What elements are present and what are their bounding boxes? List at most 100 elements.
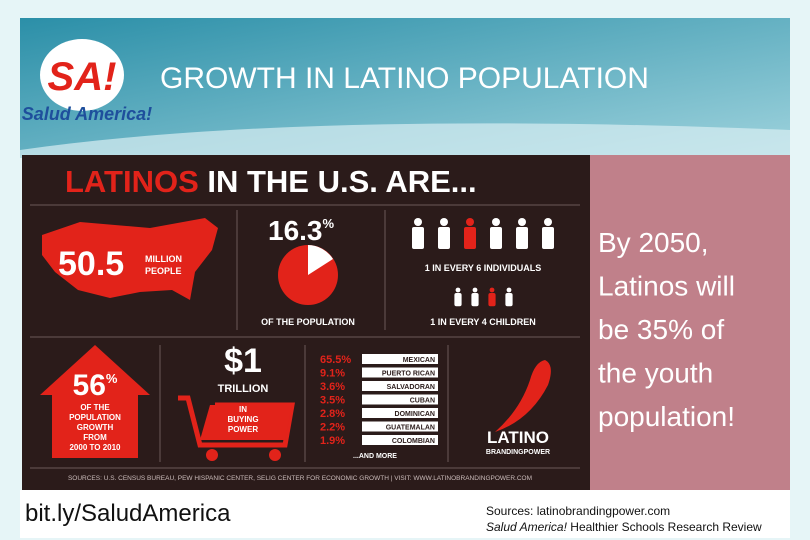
buying-value: $1 — [224, 342, 262, 380]
text-line: IN — [239, 405, 247, 414]
growth-unit: % — [106, 371, 118, 386]
text-line: FROM — [83, 433, 107, 442]
origin-percent: 9.1% — [320, 368, 345, 380]
person-head — [466, 218, 474, 226]
origin-bar — [362, 435, 438, 445]
cart-basket — [200, 405, 292, 440]
share-number: 16.3 — [268, 215, 323, 246]
growth-arrow — [40, 345, 150, 458]
us-map — [42, 218, 218, 300]
origin-percent: 2.8% — [320, 408, 345, 420]
population-unit: MILLION — [145, 254, 182, 264]
footer-band — [20, 490, 790, 538]
person-body — [471, 293, 479, 307]
person-body — [490, 227, 502, 249]
origin-bar — [362, 354, 438, 364]
origin-bar — [362, 381, 438, 391]
origin-percent: 2.2% — [320, 422, 345, 434]
origin-name: GUATEMALAN — [386, 425, 435, 432]
text-line: population! — [598, 401, 735, 432]
brand-sub: BRANDINGPOWER — [486, 449, 550, 456]
growth-value: 56% — [73, 369, 118, 402]
origin-name: MEXICAN — [403, 357, 435, 364]
infographic-sources: SOURCES: U.S. CENSUS BUREAU, PEW HISPANI… — [68, 475, 532, 482]
dividers — [30, 204, 580, 469]
logo-bg — [40, 39, 124, 111]
origin-percent: 3.6% — [320, 381, 345, 393]
person-body — [542, 227, 554, 249]
footer-review: Salud America! Healthier Schools Researc… — [486, 520, 762, 534]
person-head — [455, 287, 461, 293]
person-body — [516, 227, 528, 249]
person-head — [518, 218, 526, 226]
heading-rest: IN THE U.S. ARE... — [207, 164, 476, 199]
person-head — [489, 287, 495, 293]
person-head — [544, 218, 552, 226]
buying-unit: TRILLION — [218, 383, 269, 395]
origin-bar — [362, 367, 438, 378]
individuals-caption: 1 IN EVERY 6 INDIVIDUALS — [425, 263, 542, 273]
origin-percent: 1.9% — [320, 435, 345, 447]
text-line: be 35% of — [598, 314, 724, 345]
population-value: 50.5 — [58, 245, 124, 283]
text-line: POPULATION — [69, 413, 121, 422]
share-value: 16.3% — [268, 215, 335, 246]
person-head — [440, 218, 448, 226]
infographic-heading: LATINOS IN THE U.S. ARE... — [65, 164, 477, 199]
callout-text: By 2050, Latinos will be 35% of the youth po… — [598, 227, 735, 432]
origin-percent: 3.5% — [320, 395, 345, 407]
text-line: OF THE — [80, 403, 110, 412]
cart-wheel — [269, 449, 281, 461]
origin-name: CUBAN — [410, 398, 435, 405]
text-line: POWER — [228, 425, 258, 434]
children-caption: 1 IN EVERY 4 CHILDREN — [430, 317, 536, 327]
footer-sources: Sources: latinobrandingpower.com — [486, 504, 670, 518]
slide-title: GROWTH IN LATINO POPULATION — [160, 62, 649, 95]
origin-percent: 65.5% — [320, 354, 351, 366]
callout-panel — [590, 155, 790, 490]
person-head — [492, 218, 500, 226]
heading-highlight: LATINOS — [65, 164, 199, 199]
person-head — [506, 287, 512, 293]
text-line: By 2050, — [598, 227, 709, 258]
person-body — [412, 227, 424, 249]
cart-wheel — [206, 449, 218, 461]
person-body — [454, 293, 462, 307]
text-line: Latinos will — [598, 271, 735, 302]
origin-name: COLOMBIAN — [392, 438, 435, 445]
review-italic: Salud America! — [486, 520, 568, 534]
growth-number: 56 — [73, 369, 106, 402]
population-unit: PEOPLE — [145, 266, 182, 276]
person-head — [414, 218, 422, 226]
person-body — [438, 227, 450, 249]
text-line: the youth — [598, 358, 713, 389]
footer-link: bit.ly/SaludAmerica — [25, 500, 231, 527]
text-line: 2000 TO 2010 — [69, 443, 121, 452]
origin-name: DOMINICAN — [395, 411, 435, 418]
pie-slice — [308, 245, 333, 275]
origin-bar — [362, 421, 438, 432]
people-icons — [412, 218, 554, 307]
text-line: BUYING — [227, 415, 258, 424]
review-rest: Healthier Schools Research Review — [567, 520, 762, 534]
brand-name: LATINO — [487, 428, 549, 447]
logo-mark: SA! — [48, 55, 117, 99]
origins-more: ...AND MORE — [353, 453, 397, 460]
text-line: GROWTH — [77, 423, 114, 432]
swoosh — [20, 123, 790, 158]
share-unit: % — [323, 216, 335, 231]
person-body — [464, 227, 476, 249]
person-body — [488, 293, 496, 307]
origin-name: SALVADORAN — [387, 384, 435, 391]
person-head — [472, 287, 478, 293]
person-body — [505, 293, 513, 307]
origin-name: PUERTO RICAN — [382, 371, 435, 378]
origins-list: 65.5% MEXICAN 9.1% PUERTO RICAN 3.6% SALVADOR… — [320, 354, 438, 447]
share-caption: OF THE POPULATION — [261, 317, 355, 327]
origin-bar — [362, 394, 438, 405]
origin-bar — [362, 408, 438, 418]
logo-name: Salud America! — [22, 104, 152, 124]
